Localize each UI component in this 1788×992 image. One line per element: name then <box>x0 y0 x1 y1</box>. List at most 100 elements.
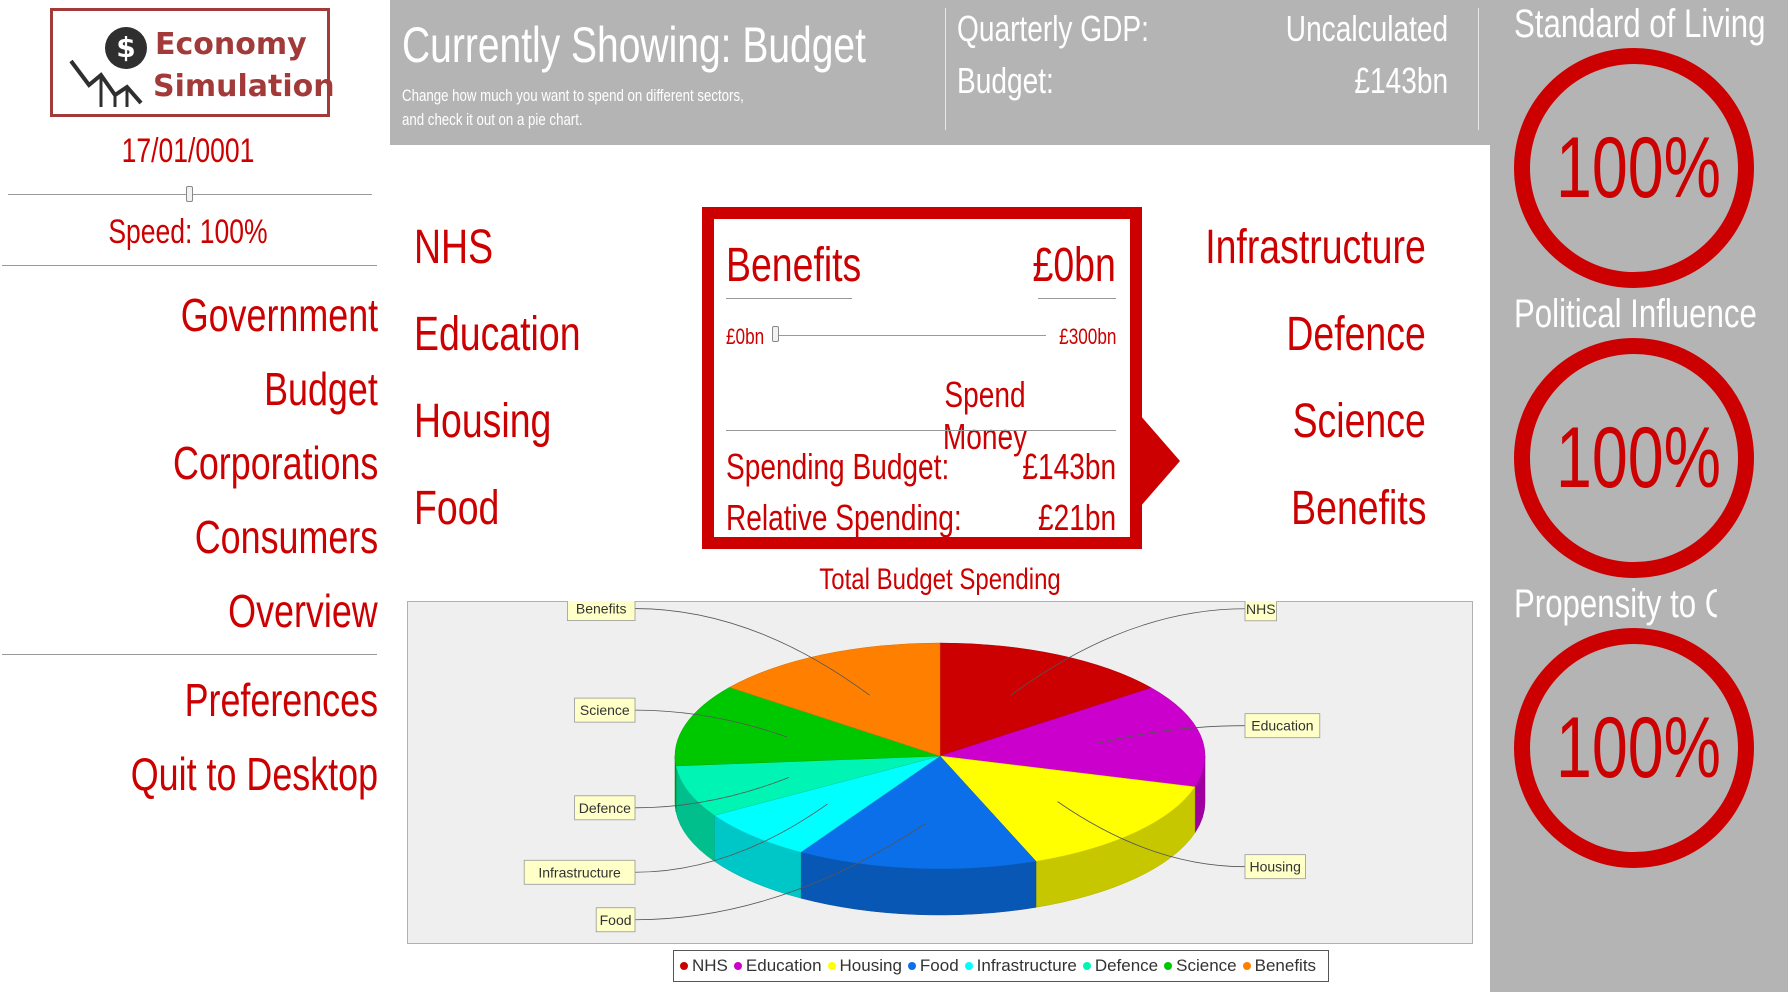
legend-item-nhs: NHS <box>680 956 728 976</box>
pie-label-line <box>1096 725 1246 744</box>
legend-label: Infrastructure <box>976 956 1077 975</box>
legend-swatch <box>964 962 973 970</box>
nav-budget[interactable]: Budget <box>264 363 378 415</box>
nav-consumers[interactable]: Consumers <box>194 511 378 563</box>
spend-slider-min: £0bn <box>726 324 765 349</box>
selected-sector-pointer <box>1140 415 1180 507</box>
page-subtitle-line2: and check it out on a pie chart. <box>402 110 583 129</box>
pie-label-box <box>595 907 636 933</box>
page-subtitle-line1: Change how much you want to spend on dif… <box>402 86 744 105</box>
speed-slider-thumb[interactable] <box>186 186 193 202</box>
pie-label-housing: Housing <box>1250 859 1301 875</box>
indicator-label-political-influence: Political Influence <box>1514 292 1757 336</box>
pie-label-line <box>1010 608 1246 696</box>
pie-label-line <box>634 776 790 809</box>
app-logo: $ Economy Simulation <box>50 8 335 117</box>
legend-swatch <box>1164 962 1173 970</box>
legend-swatch <box>907 962 916 970</box>
spend-slider-thumb[interactable] <box>772 326 779 342</box>
gauge-value: 100% <box>1556 700 1721 796</box>
legend-label: Benefits <box>1254 956 1317 975</box>
pie-slice-food <box>800 755 1037 870</box>
sidebar-divider <box>2 265 377 266</box>
sidebar-divider <box>2 654 377 655</box>
gauge-propensity-to-consume: 100% <box>1514 628 1754 868</box>
nav-government[interactable]: Government <box>180 289 378 341</box>
pie-label-line <box>634 823 926 921</box>
spend-panel <box>702 207 1142 549</box>
spending-budget-value: £143bn <box>1022 446 1116 487</box>
pie-label-nhs: NHS <box>1246 601 1276 617</box>
legend-label: NHS <box>692 956 728 975</box>
selected-sector-amount: £0bn <box>1032 239 1116 292</box>
legend-swatch <box>827 962 836 970</box>
pie-label-line <box>634 803 828 873</box>
pie-label-benefits: Benefits <box>576 601 627 617</box>
pie-label-line <box>634 709 788 738</box>
sector-housing[interactable]: Housing <box>414 395 552 448</box>
header-separator <box>1478 8 1479 130</box>
gauge-value: 100% <box>1556 410 1721 506</box>
sector-infrastructure[interactable]: Infrastructure <box>1205 221 1426 274</box>
legend-label: Housing <box>839 956 902 975</box>
spend-money-button[interactable]: Spend Money <box>942 374 1028 457</box>
chart-legend: NHS Education Housing Food Infrastructure Def… <box>673 950 1330 982</box>
pie-label-box <box>574 795 636 821</box>
pie-slice-science <box>674 687 941 767</box>
game-date: 17/01/0001 <box>121 132 255 170</box>
nav-overview[interactable]: Overview <box>228 585 378 637</box>
spend-slider-max: £300bn <box>1058 324 1116 349</box>
speed-label: Speed: 100% <box>108 213 268 251</box>
relative-spending-value: £21bn <box>1037 497 1116 538</box>
legend-item-food: Food <box>907 956 959 976</box>
pie-label-box <box>523 859 636 885</box>
gdp-label: Quarterly GDP: <box>957 8 1149 49</box>
sector-nhs[interactable]: NHS <box>414 221 494 274</box>
pie-slice-defence <box>675 755 941 816</box>
sector-food[interactable]: Food <box>414 482 500 535</box>
sector-science[interactable]: Science <box>1292 395 1426 448</box>
pie-label-box <box>1244 601 1278 622</box>
sector-defence[interactable]: Defence <box>1286 308 1426 361</box>
gauge-value: 100% <box>1556 120 1721 216</box>
logo-text-economy: Economy <box>155 27 307 62</box>
legend-label: Defence <box>1094 956 1159 975</box>
logo-text-simulation: Simulation <box>153 69 335 104</box>
spend-slider-track[interactable] <box>774 335 1046 336</box>
pie-label-box <box>574 697 636 723</box>
sector-education[interactable]: Education <box>414 308 581 361</box>
gauge-political-influence: 100% <box>1514 338 1754 578</box>
pie-label-box <box>1244 713 1321 739</box>
underline <box>1038 298 1116 299</box>
budget-pie-chart: NHS Education Housing Food Infrastructure Def… <box>523 601 1321 933</box>
budget-label: Budget: <box>957 60 1054 101</box>
falling-chart-icon <box>69 59 143 107</box>
chart-title: Total Budget Spending <box>819 563 1061 596</box>
pie-label-food: Food <box>600 912 632 928</box>
pie-slice-benefits <box>728 642 941 757</box>
pie-label-infrastructure: Infrastructure <box>538 864 621 880</box>
legend-item-science: Science <box>1164 956 1237 976</box>
nav-quit-to-desktop[interactable]: Quit to Desktop <box>130 748 378 800</box>
pie-label-science: Science <box>580 702 630 718</box>
legend-item-defence: Defence <box>1082 956 1159 976</box>
selected-sector-name: Benefits <box>726 239 862 292</box>
legend-item-infrastructure: Infrastructure <box>964 956 1077 976</box>
dollar-coin-icon: $ <box>105 27 147 69</box>
pie-label-box <box>1244 854 1306 880</box>
indicator-label-standard-of-living: Standard of Living <box>1514 2 1766 46</box>
legend-swatch <box>1082 962 1091 970</box>
header-separator <box>945 8 946 130</box>
nav-preferences[interactable]: Preferences <box>184 674 378 726</box>
sector-benefits[interactable]: Benefits <box>1290 482 1426 535</box>
pie-label-line <box>1057 801 1246 868</box>
gauge-standard-of-living: 100% <box>1514 48 1754 288</box>
legend-swatch <box>733 962 742 970</box>
legend-item-benefits: Benefits <box>1242 956 1317 976</box>
indicator-label-propensity-to-consume: Propensity to Consu <box>1514 582 1717 626</box>
legend-label: Food <box>919 956 959 975</box>
budget-value: £143bn <box>1354 60 1448 101</box>
legend-item-education: Education <box>733 956 822 976</box>
legend-label: Education <box>745 956 822 975</box>
nav-corporations[interactable]: Corporations <box>172 437 378 489</box>
